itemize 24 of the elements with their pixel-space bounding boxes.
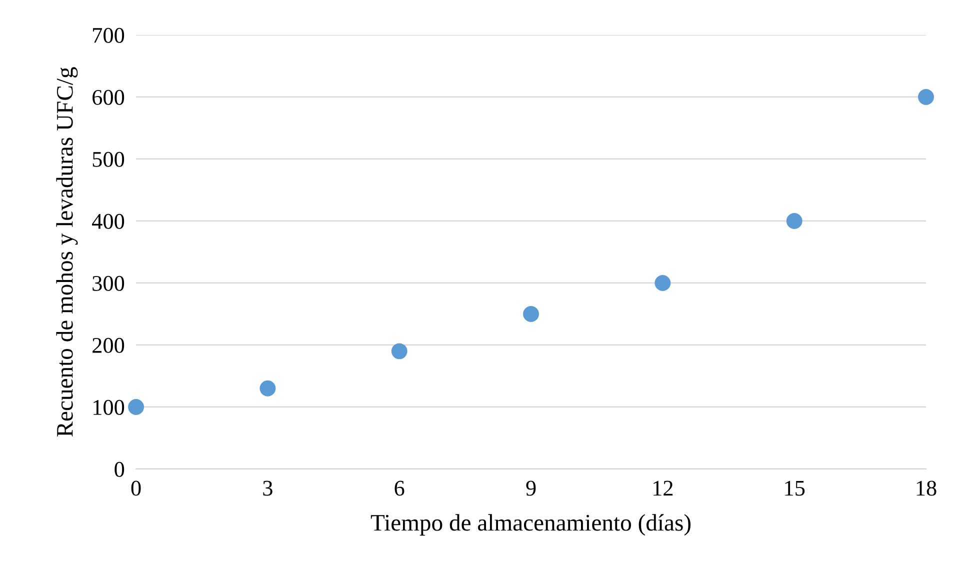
x-tick-label: 12: [654, 480, 673, 496]
point: [260, 380, 276, 396]
point: [128, 399, 144, 415]
x-tick-label: 3: [263, 480, 272, 496]
y-tick-label: 400: [92, 214, 124, 229]
y-tick-label: 100: [94, 400, 124, 415]
point: [391, 343, 408, 360]
x-tick-label: 6: [394, 480, 404, 496]
y-axis-title: Recuento de mohos y levaduras UFC/g: [56, 67, 78, 437]
x-tick-label: 15: [785, 480, 805, 496]
y-tick-label: 0: [114, 462, 124, 477]
x-tick-label: 18: [916, 480, 936, 496]
point: [523, 306, 539, 322]
x-tick-label: 0: [131, 480, 141, 496]
y-tick-label: 600: [92, 90, 124, 105]
y-tick-label: 300: [92, 276, 124, 291]
y-tick-label: 500: [92, 152, 124, 167]
y-tick-label: 200: [92, 338, 124, 353]
point: [786, 213, 802, 229]
x-axis-title: Tiempo de almacenamiento (días): [370, 514, 691, 536]
x-tick-label: 9: [526, 480, 536, 496]
y-tick-label: 700: [93, 28, 124, 43]
point: [654, 275, 671, 291]
point: [918, 88, 934, 105]
